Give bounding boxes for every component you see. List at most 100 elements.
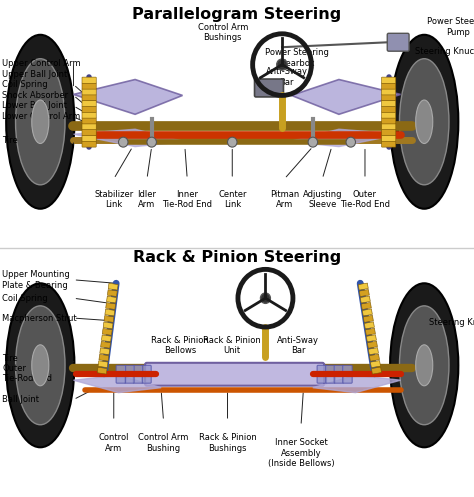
Polygon shape [359,290,369,297]
FancyBboxPatch shape [326,365,335,383]
Text: Inner Socket
Assembly
(Inside Bellows): Inner Socket Assembly (Inside Bellows) [268,438,334,468]
Polygon shape [102,329,112,335]
Text: Control
Arm: Control Arm [99,433,129,453]
Ellipse shape [32,345,49,386]
Text: Parallelogram Steering: Parallelogram Steering [132,7,342,22]
Polygon shape [107,296,117,303]
Polygon shape [98,361,108,368]
Text: Upper Ball Joint: Upper Ball Joint [2,70,68,79]
Text: Rack & Pinion
Bushings: Rack & Pinion Bushings [199,433,256,453]
FancyBboxPatch shape [145,363,324,386]
Polygon shape [99,354,109,361]
FancyBboxPatch shape [382,112,396,118]
Text: Rack & Pinion Steering: Rack & Pinion Steering [133,250,341,265]
Text: Steering Knuckle: Steering Knuckle [415,47,474,56]
Text: Tire: Tire [2,136,18,145]
FancyBboxPatch shape [382,135,396,141]
FancyBboxPatch shape [334,365,344,383]
Polygon shape [105,309,115,316]
FancyBboxPatch shape [382,94,396,101]
Text: Outer
Tie-Rod End: Outer Tie-Rod End [2,364,52,384]
FancyBboxPatch shape [142,365,151,383]
Polygon shape [365,329,375,335]
Text: Control Arm
Bushing: Control Arm Bushing [138,433,189,453]
Ellipse shape [16,306,65,425]
Polygon shape [100,348,109,355]
Ellipse shape [400,306,449,425]
FancyBboxPatch shape [382,88,396,95]
Text: Power Steering
Gearbox: Power Steering Gearbox [265,48,329,68]
Circle shape [261,293,270,303]
Polygon shape [73,129,185,147]
Polygon shape [97,367,107,374]
Circle shape [147,137,156,147]
Polygon shape [108,290,117,297]
Ellipse shape [16,59,65,185]
Polygon shape [101,335,111,342]
FancyBboxPatch shape [82,135,96,141]
FancyBboxPatch shape [82,118,96,124]
FancyBboxPatch shape [317,365,327,383]
Polygon shape [104,316,114,323]
FancyBboxPatch shape [255,79,283,97]
Polygon shape [371,361,381,368]
Text: Upper Control Arm: Upper Control Arm [2,59,81,68]
Text: Inner
Tie-Rod End: Inner Tie-Rod End [162,190,212,209]
FancyBboxPatch shape [116,365,126,383]
Text: Power Steering
Pump: Power Steering Pump [427,17,474,37]
Polygon shape [364,316,374,323]
Text: Center
Link: Center Link [218,190,246,209]
Text: Lower Ball Joint: Lower Ball Joint [2,101,67,110]
Circle shape [346,137,356,147]
FancyBboxPatch shape [387,33,409,51]
Polygon shape [360,296,370,303]
Polygon shape [362,309,373,316]
Polygon shape [108,283,118,290]
Polygon shape [369,354,380,361]
FancyBboxPatch shape [343,365,352,383]
FancyBboxPatch shape [382,77,396,83]
FancyBboxPatch shape [382,123,396,130]
Text: Stabilizer
Link: Stabilizer Link [94,190,133,209]
Ellipse shape [416,345,433,386]
FancyBboxPatch shape [82,129,96,136]
Text: Control Arm
Bushings: Control Arm Bushings [198,22,248,42]
Polygon shape [368,348,378,355]
FancyBboxPatch shape [125,365,134,383]
FancyBboxPatch shape [382,100,396,106]
Text: Pitman
Arm: Pitman Arm [270,190,299,209]
FancyBboxPatch shape [382,129,396,136]
Ellipse shape [6,283,74,447]
Ellipse shape [390,35,458,209]
Text: Upper Mounting
Plate & Bearing: Upper Mounting Plate & Bearing [2,270,70,290]
Polygon shape [365,322,374,329]
Ellipse shape [400,59,449,185]
Polygon shape [313,375,401,393]
Text: Coil Spring: Coil Spring [2,80,48,89]
Text: Coil Spring: Coil Spring [2,294,48,303]
FancyBboxPatch shape [82,100,96,106]
Polygon shape [100,341,110,348]
FancyBboxPatch shape [82,123,96,130]
Ellipse shape [416,100,433,144]
Text: Ball Joint: Ball Joint [2,395,39,404]
FancyBboxPatch shape [382,118,396,124]
Polygon shape [358,283,368,290]
FancyBboxPatch shape [82,77,96,83]
FancyBboxPatch shape [133,365,143,383]
FancyBboxPatch shape [82,112,96,118]
FancyBboxPatch shape [82,106,96,112]
FancyBboxPatch shape [82,141,96,147]
Ellipse shape [32,100,49,144]
Ellipse shape [390,283,458,447]
Polygon shape [289,129,401,147]
Polygon shape [73,375,161,393]
Polygon shape [106,303,116,310]
Text: Rack & Pinion
Bellows: Rack & Pinion Bellows [151,335,209,355]
Text: Idler
Arm: Idler Arm [137,190,156,209]
FancyBboxPatch shape [82,94,96,101]
Polygon shape [361,303,371,310]
Circle shape [308,137,318,147]
Circle shape [118,137,128,147]
Polygon shape [292,80,401,114]
